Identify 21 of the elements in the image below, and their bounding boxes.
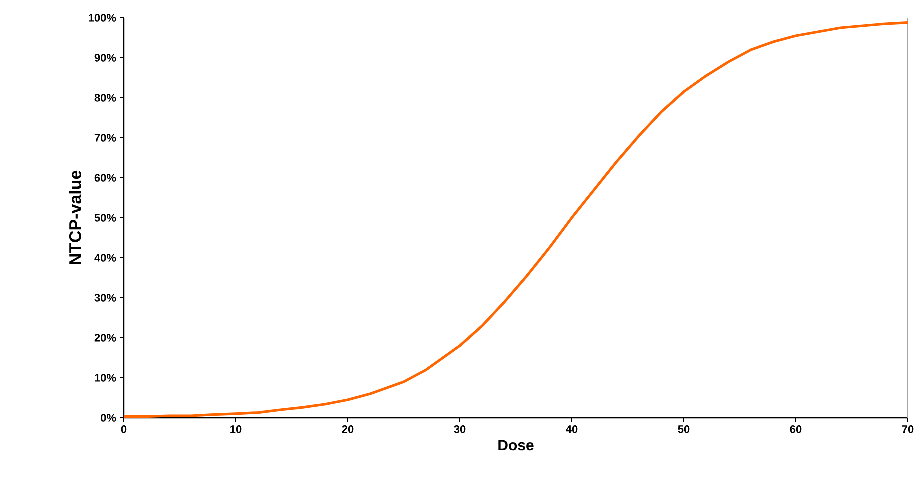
x-tick-label: 60 xyxy=(790,426,802,434)
y-tick-label: 80% xyxy=(94,94,116,102)
y-tick-label: 60% xyxy=(94,174,116,182)
x-tick-label: 30 xyxy=(454,426,466,434)
x-tick-label: 50 xyxy=(678,426,690,434)
y-tick-label: 90% xyxy=(94,54,116,62)
y-tick-label: 70% xyxy=(94,134,116,142)
y-tick-label: 50% xyxy=(94,214,116,222)
x-tick-label: 10 xyxy=(230,426,242,434)
x-tick-label: 0 xyxy=(121,426,127,434)
y-tick-label: 10% xyxy=(95,374,116,382)
x-tick-label: 20 xyxy=(342,426,354,434)
x-tick-label: 40 xyxy=(566,426,578,434)
y-tick-label: 20% xyxy=(94,334,116,342)
y-tick-label: 0% xyxy=(101,414,116,422)
y-axis-title: NTCP-value xyxy=(69,170,82,265)
y-tick-label: 40% xyxy=(94,254,116,262)
x-tick-label: 70 xyxy=(902,426,914,434)
y-tick-label: 30% xyxy=(94,294,116,302)
y-tick-label: 100% xyxy=(89,14,116,22)
x-axis-title: Dose xyxy=(498,440,534,451)
